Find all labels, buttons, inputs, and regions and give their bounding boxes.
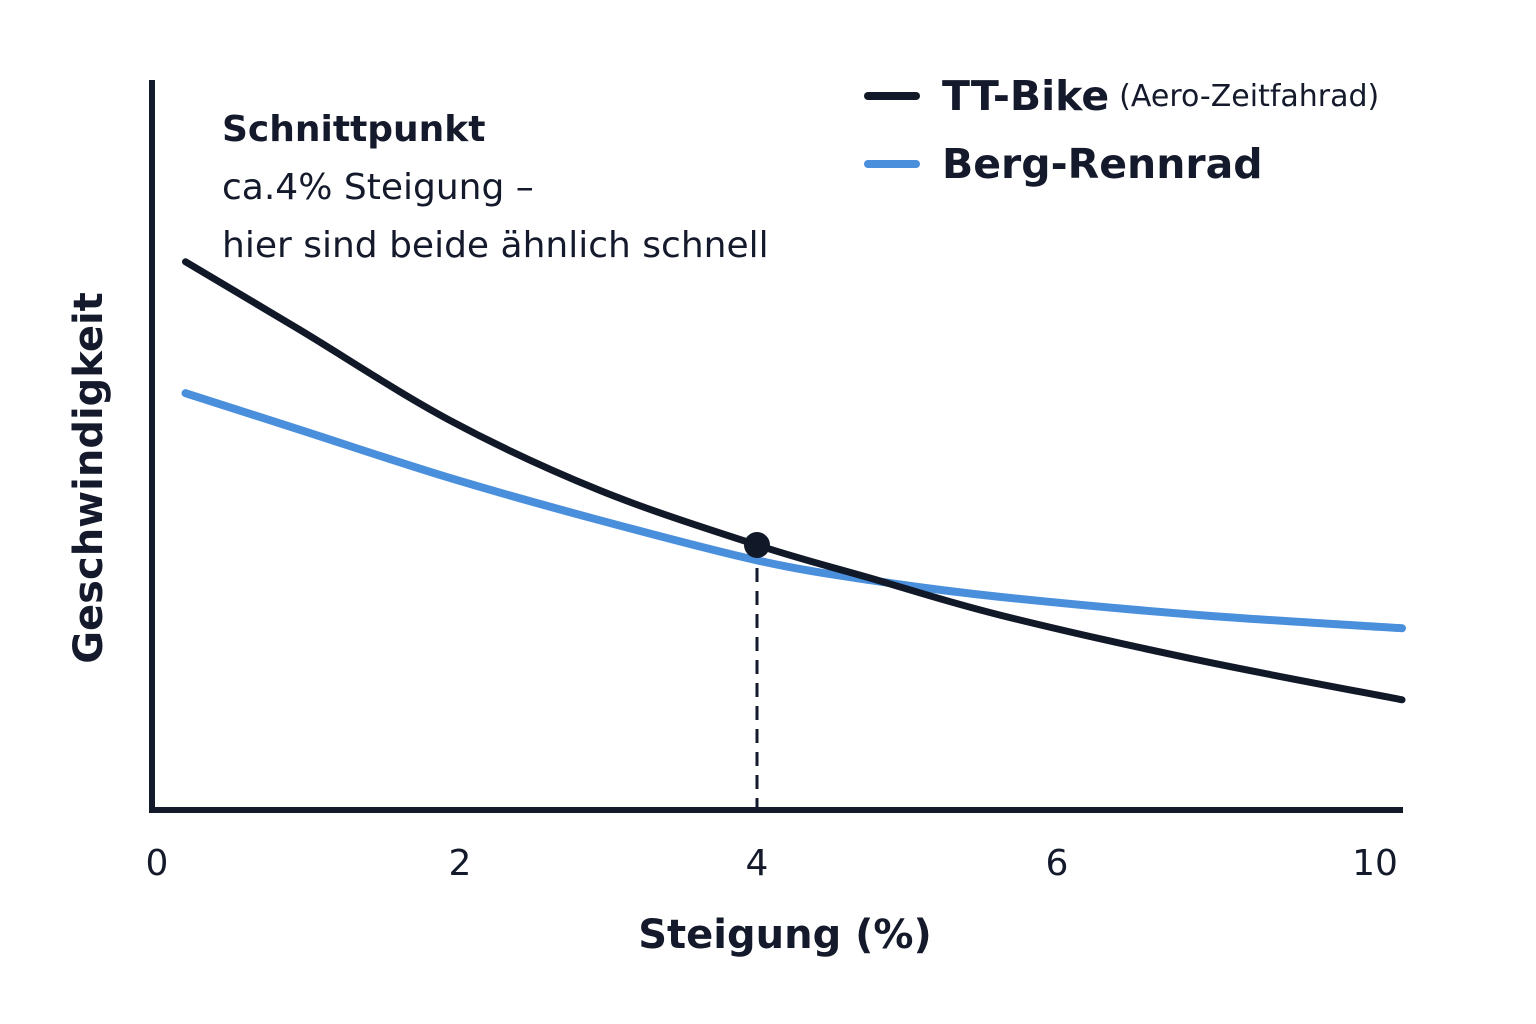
x-tick-label: 6 <box>1046 843 1069 884</box>
intersection-marker <box>744 532 770 559</box>
x-tick-label: 2 <box>449 843 472 884</box>
legend-item-tt-bike: TT-Bike (Aero-Zeitfahrad) <box>864 72 1379 120</box>
annotation-line: ca.4% Steigung – <box>222 167 534 208</box>
series-line-tt-bike <box>182 258 1406 704</box>
annotation-line: hier sind beide ähnlich schnell <box>222 225 769 266</box>
x-tick-label: 4 <box>746 843 769 884</box>
annotation-title: Schnittpunkt <box>222 109 486 150</box>
legend-label: Berg-Rennrad <box>942 140 1263 188</box>
legend-item-berg-rennrad: Berg-Rennrad <box>864 140 1263 188</box>
legend-swatch-tt-bike <box>864 92 920 100</box>
y-axis-label: Geschwindigkeit <box>66 292 112 664</box>
series-line-berg-rennrad <box>181 389 1406 633</box>
x-axis-label: Steigung (%) <box>638 912 932 958</box>
legend-sublabel: (Aero-Zeitfahrad) <box>1119 78 1380 114</box>
annotation: Schnittpunkt ca.4% Steigung – hier sind … <box>222 101 769 275</box>
x-tick-label: 0 <box>146 843 169 884</box>
x-tick-label: 10 <box>1352 843 1398 884</box>
legend-swatch-berg-rennrad <box>864 160 920 168</box>
legend-label: TT-Bike <box>942 72 1110 120</box>
